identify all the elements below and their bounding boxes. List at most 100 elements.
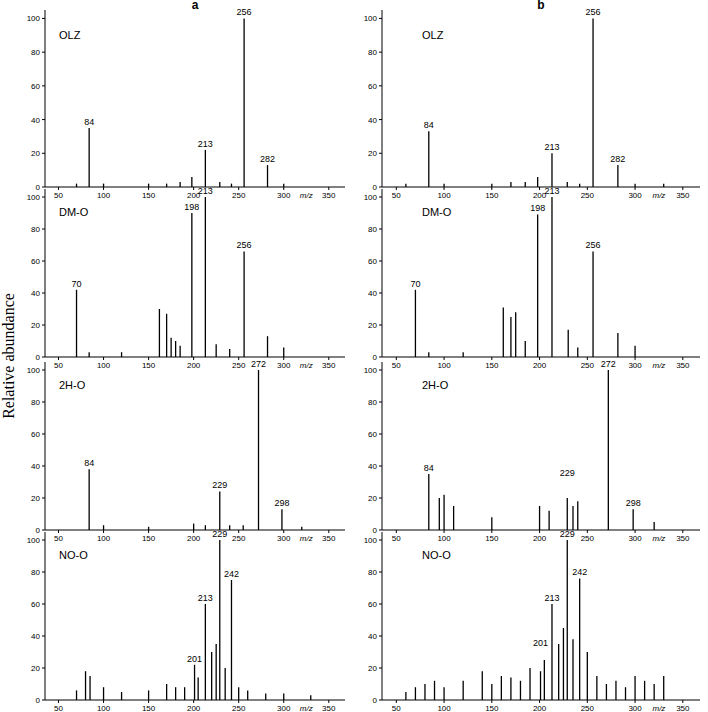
peak xyxy=(567,498,568,530)
peak xyxy=(159,309,160,357)
x-tick xyxy=(682,530,683,533)
peak xyxy=(654,684,655,700)
x-tick-label: 350 xyxy=(322,361,336,370)
peak xyxy=(148,690,149,700)
peak xyxy=(219,492,220,530)
peak xyxy=(175,341,176,357)
peak xyxy=(663,676,664,700)
x-tick xyxy=(396,357,397,360)
peak xyxy=(76,690,77,700)
x-tick xyxy=(148,530,149,533)
peak xyxy=(225,668,226,700)
peaks xyxy=(77,18,284,187)
peak xyxy=(76,184,77,187)
y-tick-label: 100 xyxy=(27,14,41,23)
y-tick-label: 40 xyxy=(31,116,40,125)
peak-label: 229 xyxy=(560,468,575,478)
peak xyxy=(166,314,167,357)
y-tick-label: 20 xyxy=(31,149,40,158)
x-tick-label: 100 xyxy=(437,534,451,543)
x-tick xyxy=(328,357,329,360)
x-tick-label: 300 xyxy=(277,704,291,712)
y-tick-label: 60 xyxy=(368,257,377,266)
peak xyxy=(615,681,616,700)
peak xyxy=(166,684,167,700)
y-tick xyxy=(42,293,45,294)
y-tick-label: 100 xyxy=(27,536,41,545)
y-tick xyxy=(42,540,45,541)
peak xyxy=(121,692,122,700)
y-tick xyxy=(379,700,382,701)
panel-title: NO-O xyxy=(59,549,88,561)
panel: 50100150200250300350020406080100m/z70198… xyxy=(364,186,700,370)
y-tick-label: 80 xyxy=(31,48,40,57)
peak xyxy=(510,182,511,187)
x-tick-label: 250 xyxy=(581,704,595,712)
y-tick-label: 0 xyxy=(373,696,378,705)
x-tick-label: 150 xyxy=(142,191,156,200)
y-tick xyxy=(42,357,45,358)
y-tick-label: 0 xyxy=(36,183,41,192)
peak xyxy=(283,184,284,187)
x-tick-label: 350 xyxy=(322,534,336,543)
y-tick-label: 40 xyxy=(368,462,377,471)
x-tick-label: 250 xyxy=(232,704,246,712)
x-tick-label: 150 xyxy=(142,361,156,370)
x-tick xyxy=(148,357,149,360)
x-axis xyxy=(45,530,345,531)
x-tick-label: 300 xyxy=(628,704,642,712)
peaks xyxy=(406,18,664,187)
x-axis-label: m/z xyxy=(652,361,665,370)
peak xyxy=(482,671,483,700)
y-axis xyxy=(382,362,383,530)
peak xyxy=(283,347,284,357)
peak xyxy=(634,346,635,357)
peak xyxy=(537,177,538,187)
y-tick-label: 40 xyxy=(31,289,40,298)
peak xyxy=(258,370,259,530)
x-tick-label: 100 xyxy=(97,361,111,370)
x-axis xyxy=(45,357,345,358)
y-tick-label: 0 xyxy=(373,183,378,192)
peak xyxy=(243,525,244,530)
peaks xyxy=(77,197,284,357)
peak xyxy=(501,676,502,700)
x-tick xyxy=(396,530,397,533)
panel: 50100150200250300350020406080100m/z84229… xyxy=(27,359,345,543)
peak xyxy=(265,694,266,700)
y-tick xyxy=(379,197,382,198)
peak xyxy=(617,165,618,187)
peak xyxy=(179,182,180,187)
peak xyxy=(515,312,516,357)
y-tick xyxy=(379,85,382,86)
peak xyxy=(540,671,541,700)
peak xyxy=(216,644,217,700)
x-tick-label: 200 xyxy=(533,361,547,370)
x-tick-label: 200 xyxy=(187,361,201,370)
y-tick-label: 0 xyxy=(373,526,378,535)
x-tick xyxy=(539,530,540,533)
peak xyxy=(247,690,248,700)
peak xyxy=(551,153,552,187)
peak xyxy=(443,495,444,530)
peak-label: 272 xyxy=(601,359,616,369)
y-tick xyxy=(42,530,45,531)
peaks xyxy=(415,197,635,357)
peak xyxy=(606,684,607,700)
y-tick xyxy=(42,229,45,230)
peak xyxy=(491,517,492,530)
peak-label: 198 xyxy=(530,203,545,213)
panel-title: DM-O xyxy=(59,206,89,218)
y-tick-label: 80 xyxy=(368,568,377,577)
x-tick xyxy=(587,530,588,533)
x-tick-label: 200 xyxy=(187,704,201,712)
x-tick xyxy=(396,700,397,703)
x-tick-label: 250 xyxy=(581,191,595,200)
x-axis-label: m/z xyxy=(300,191,313,200)
x-tick xyxy=(682,700,683,703)
peak xyxy=(191,177,192,187)
peak-label: 84 xyxy=(424,120,434,130)
peak xyxy=(193,524,194,530)
y-tick xyxy=(42,434,45,435)
x-tick xyxy=(587,187,588,190)
